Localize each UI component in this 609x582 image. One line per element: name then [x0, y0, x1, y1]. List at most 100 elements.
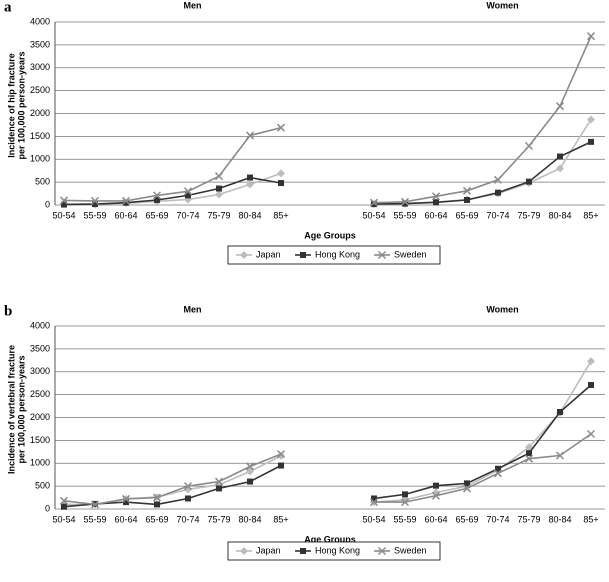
- legend-label: Japan: [256, 249, 281, 259]
- marker: [557, 409, 563, 416]
- x-tick-label: 70-74: [486, 210, 509, 220]
- marker: [524, 141, 534, 151]
- x-tick-label: 65-69: [455, 210, 478, 220]
- marker: [495, 465, 501, 472]
- marker: [278, 462, 284, 469]
- x-tick-label: 65-69: [145, 514, 168, 524]
- x-axis-label: Age Groups: [304, 230, 356, 240]
- panel-label: b: [4, 303, 12, 319]
- x-tick-label: 75-79: [207, 514, 230, 524]
- y-tick-label: 4000: [30, 320, 50, 330]
- marker: [402, 200, 408, 207]
- legend-label: Sweden: [394, 545, 427, 555]
- x-tick-label: 60-64: [114, 210, 137, 220]
- y-tick-label: 1500: [30, 131, 50, 141]
- marker: [185, 495, 191, 502]
- marker: [524, 454, 534, 463]
- series-line: [63, 433, 592, 506]
- x-tick-label: 85+: [273, 514, 288, 524]
- marker: [185, 192, 191, 199]
- marker: [90, 196, 100, 205]
- x-tick-label: 55-59: [83, 514, 106, 524]
- marker: [555, 451, 565, 460]
- marker: [152, 191, 162, 200]
- marker: [464, 480, 470, 487]
- y-tick-label: 1500: [30, 435, 50, 445]
- y-tick-label: 3000: [30, 366, 50, 376]
- x-tick-label: 50-54: [362, 514, 385, 524]
- group-label: Men: [184, 0, 202, 10]
- marker: [246, 180, 254, 189]
- x-axis-label: Age Groups: [304, 534, 356, 544]
- x-tick-label: 70-74: [486, 514, 509, 524]
- y-tick-label: 0: [45, 503, 50, 513]
- marker: [587, 115, 595, 124]
- legend-box: [227, 245, 441, 265]
- legend-label: Hong Kong: [315, 249, 360, 259]
- marker: [61, 503, 67, 510]
- marker: [240, 251, 248, 259]
- marker: [587, 357, 595, 366]
- marker: [278, 180, 284, 187]
- legend-label: Hong Kong: [315, 545, 360, 555]
- y-axis-label: per 100,000 person-years: [16, 355, 26, 463]
- x-tick-label: 55-59: [393, 210, 416, 220]
- x-tick-label: 80-84: [548, 514, 571, 524]
- marker: [431, 491, 441, 500]
- series-line: [63, 35, 592, 204]
- legend-box: [227, 541, 441, 561]
- marker: [245, 462, 255, 471]
- marker: [276, 450, 286, 459]
- series-line: [64, 360, 592, 506]
- panel-label: a: [4, 0, 12, 15]
- x-tick-label: 70-74: [176, 514, 199, 524]
- marker: [588, 382, 594, 389]
- marker: [433, 199, 439, 206]
- marker: [61, 201, 67, 208]
- marker: [276, 123, 286, 132]
- group-label: Men: [184, 304, 202, 314]
- x-tick-label: 60-64: [424, 210, 447, 220]
- marker: [400, 197, 410, 206]
- x-tick-label: 50-54: [362, 210, 385, 220]
- y-tick-label: 3000: [30, 62, 50, 72]
- marker: [402, 491, 408, 498]
- y-axis-label: Incidence of hip fracture: [6, 53, 16, 158]
- marker: [121, 196, 131, 205]
- marker: [462, 484, 472, 493]
- marker: [215, 190, 223, 199]
- y-tick-label: 1000: [30, 154, 50, 164]
- marker: [121, 494, 131, 503]
- y-tick-label: 3500: [30, 343, 50, 353]
- y-tick-label: 2500: [30, 389, 50, 399]
- marker: [214, 172, 224, 181]
- y-tick-label: 2500: [30, 85, 50, 95]
- group-label: Women: [486, 0, 518, 10]
- x-tick-label: 85+: [583, 210, 598, 220]
- marker: [90, 500, 100, 509]
- x-tick-label: 80-84: [238, 210, 261, 220]
- series-line: [63, 141, 592, 206]
- marker: [493, 469, 503, 478]
- x-tick-label: 60-64: [424, 514, 447, 524]
- x-tick-label: 85+: [583, 514, 598, 524]
- marker: [526, 450, 532, 457]
- marker: [586, 429, 596, 439]
- x-tick-label: 65-69: [455, 514, 478, 524]
- marker: [152, 493, 162, 502]
- legend-label: Sweden: [394, 249, 427, 259]
- y-axis-label: per 100,000 person-years: [16, 51, 26, 159]
- marker: [400, 498, 410, 507]
- y-tick-label: 1000: [30, 458, 50, 468]
- marker: [433, 482, 439, 489]
- y-tick-label: 2000: [30, 412, 50, 422]
- series-line: [63, 384, 592, 508]
- marker: [92, 201, 98, 208]
- marker: [300, 548, 306, 554]
- marker: [431, 192, 441, 201]
- marker: [369, 498, 379, 507]
- marker: [123, 199, 129, 206]
- marker: [277, 451, 285, 460]
